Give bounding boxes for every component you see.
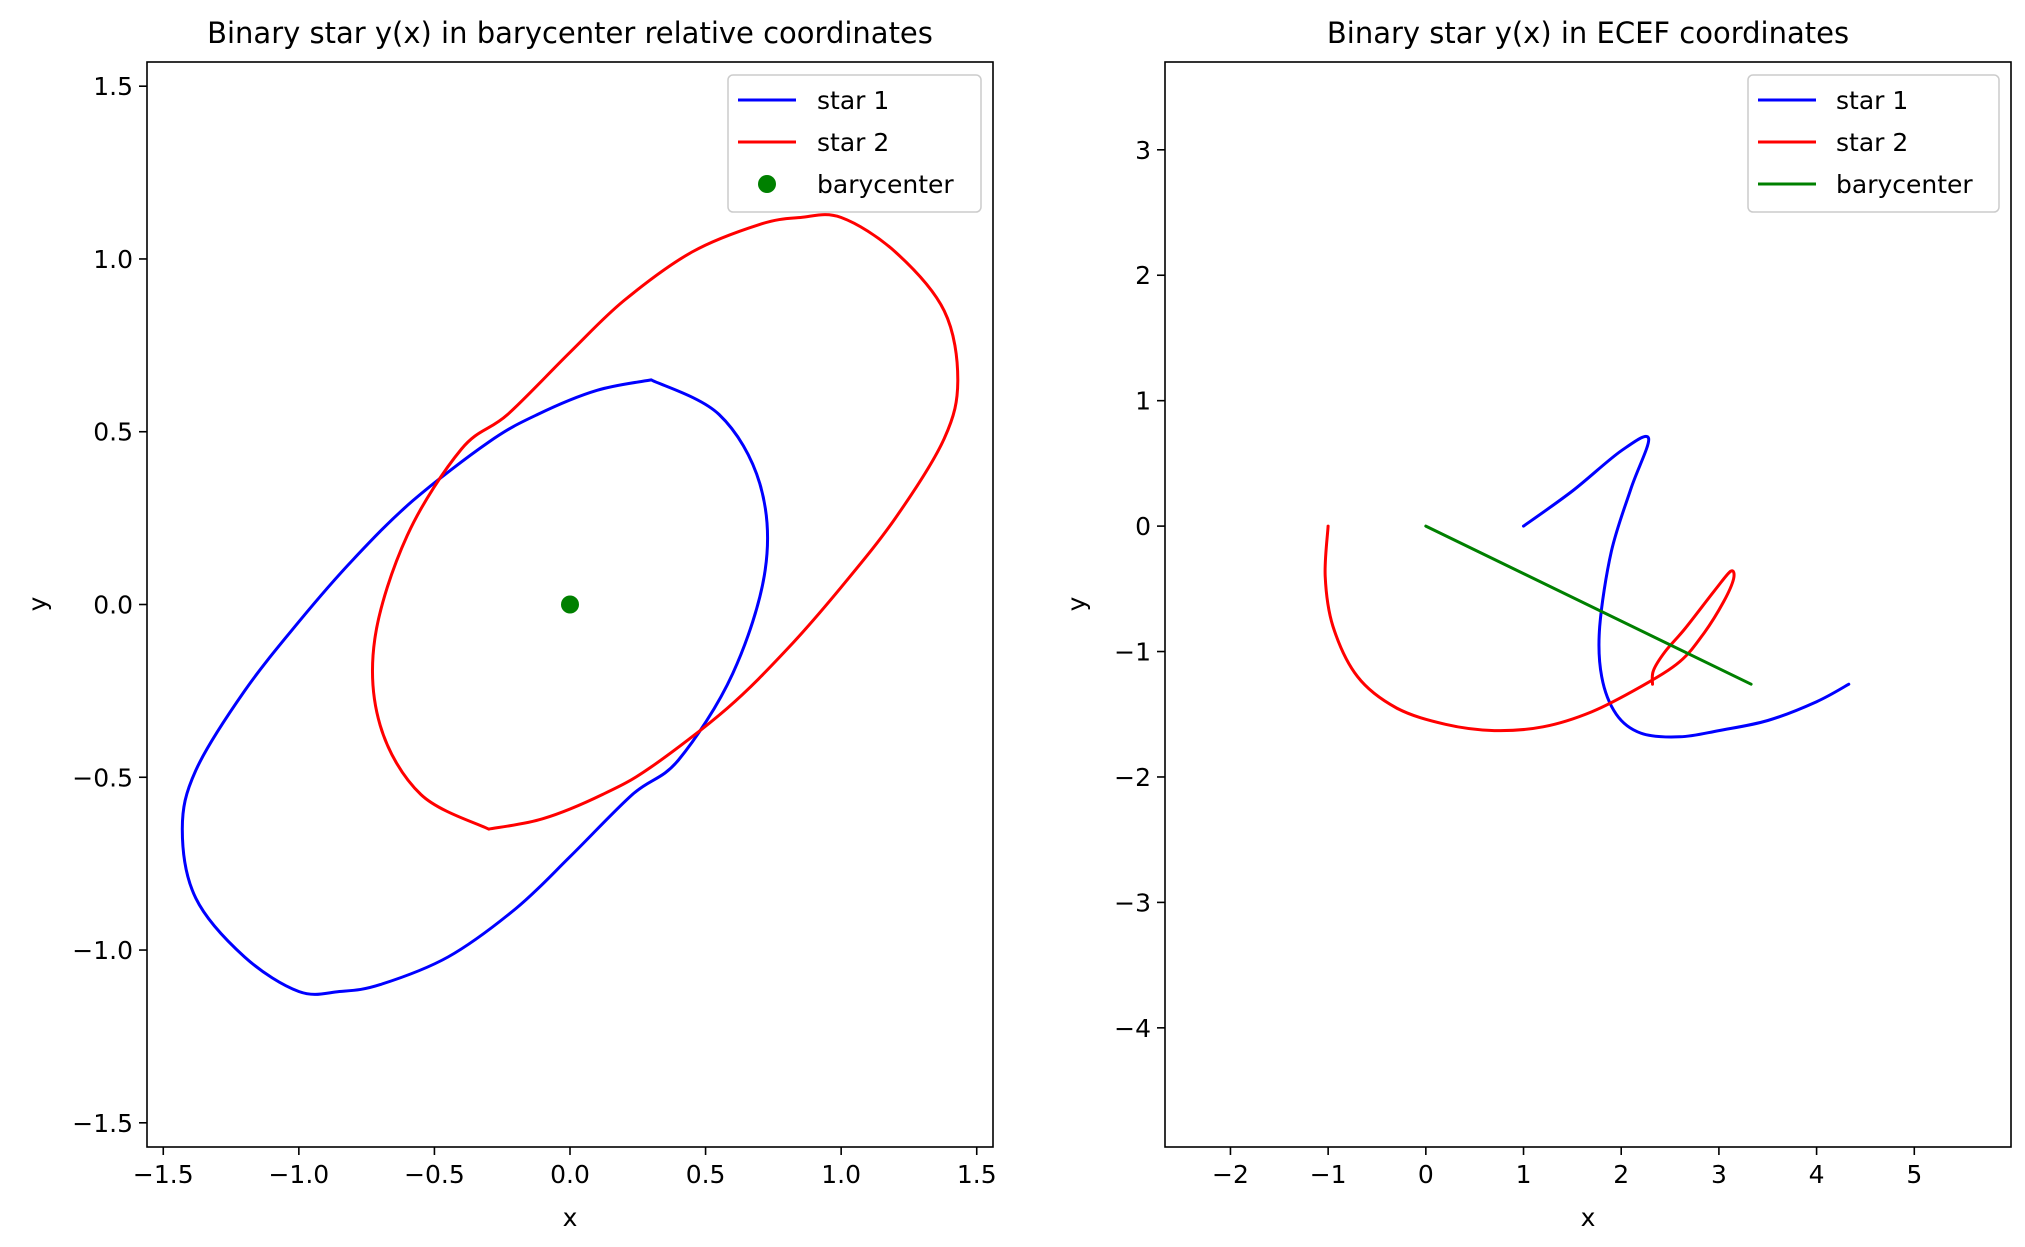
y-tick-label: 1 xyxy=(1135,387,1151,416)
y-tick-label: −1.5 xyxy=(72,1109,133,1138)
left-legend: star 1 star 2 barycenter xyxy=(727,74,982,213)
y-tick-label: 3 xyxy=(1135,136,1151,165)
legend-swatch-barycenter xyxy=(758,175,776,193)
legend-label-star1: star 1 xyxy=(1836,86,1908,115)
left-ylabel: y xyxy=(23,596,52,611)
y-tick-label: 0 xyxy=(1135,512,1151,541)
star1-series-line xyxy=(1522,434,1851,739)
legend-box xyxy=(1747,74,2000,213)
y-tick-label: 1.5 xyxy=(93,72,133,101)
left-chart-marks xyxy=(180,213,960,996)
right-chart-marks xyxy=(1323,434,1851,739)
x-tick-label: 0.5 xyxy=(686,1160,726,1189)
x-tick-label: 0.0 xyxy=(550,1160,590,1189)
x-tick-label: −0.5 xyxy=(404,1160,465,1189)
x-tick-label: 1.0 xyxy=(821,1160,861,1189)
x-tick-label: −1 xyxy=(1310,1160,1347,1189)
y-tick-label: 0.5 xyxy=(93,418,133,447)
barycenter-series-line xyxy=(1424,524,1753,686)
right-chart-title: Binary star y(x) in ECEF coordinates xyxy=(1327,16,1849,50)
x-tick-label: −1.0 xyxy=(268,1160,329,1189)
x-tick-label: 1.5 xyxy=(957,1160,997,1189)
barycenter-point xyxy=(561,595,579,614)
x-tick-label: 2 xyxy=(1613,1160,1629,1189)
legend-label-barycenter: barycenter xyxy=(817,170,954,199)
x-tick-label: 4 xyxy=(1809,1160,1825,1189)
right-chart: Binary star y(x) in ECEF coordinates −2−… xyxy=(1062,16,2012,1232)
legend-label-barycenter: barycenter xyxy=(1836,170,1973,199)
legend-label-star1: star 1 xyxy=(817,86,889,115)
left-chart: Binary star y(x) in barycenter relative … xyxy=(23,16,997,1232)
x-tick-label: 5 xyxy=(1906,1160,1922,1189)
left-xlabel: x xyxy=(563,1203,578,1232)
x-tick-label: −1.5 xyxy=(133,1160,194,1189)
y-tick-label: −1.0 xyxy=(72,936,133,965)
legend-label-star2: star 2 xyxy=(817,128,889,157)
y-tick-label: −1 xyxy=(1114,638,1151,667)
y-tick-label: −3 xyxy=(1114,888,1151,917)
y-tick-label: −4 xyxy=(1114,1014,1151,1043)
y-tick-label: 1.0 xyxy=(93,245,133,274)
left-chart-title: Binary star y(x) in barycenter relative … xyxy=(207,16,933,50)
y-tick-label: −2 xyxy=(1114,763,1151,792)
y-tick-label: −0.5 xyxy=(72,763,133,792)
right-plot-frame xyxy=(1164,61,2012,1148)
legend-label-star2: star 2 xyxy=(1836,128,1908,157)
star1-series-line xyxy=(180,378,770,996)
legend-box xyxy=(727,74,982,213)
right-ylabel: y xyxy=(1062,596,1091,611)
right-legend: star 1 star 2 barycenter xyxy=(1747,74,2000,213)
star2-series-line xyxy=(371,213,960,831)
left-chart-axes: −1.5 −1.0 −0.5 0.0 0.5 1.0 1.5 −1.5 −1.0 −0.5 0.0 0… xyxy=(72,72,996,1189)
right-chart-axes: −2 −1 0 1 2 3 4 5 −4 −3 −2 −1 0 1 2 3 xyxy=(1114,136,1922,1189)
y-tick-label: 0.0 xyxy=(93,591,133,620)
x-tick-label: −2 xyxy=(1212,1160,1249,1189)
star2-series-line xyxy=(1323,524,1736,733)
y-tick-label: 2 xyxy=(1135,261,1151,290)
right-xlabel: x xyxy=(1581,1203,1596,1232)
x-tick-label: 3 xyxy=(1711,1160,1727,1189)
x-tick-label: 1 xyxy=(1516,1160,1532,1189)
x-tick-label: 0 xyxy=(1418,1160,1434,1189)
